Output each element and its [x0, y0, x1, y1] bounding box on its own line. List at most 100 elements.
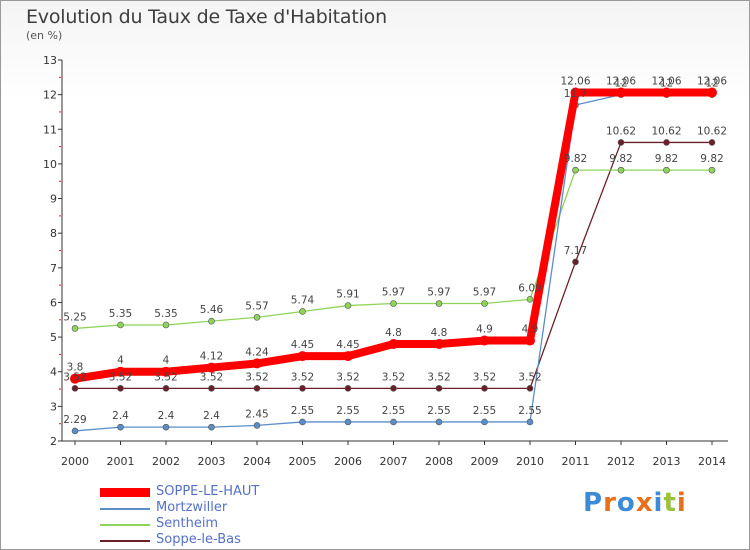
data-point [390, 300, 397, 307]
y-tick-label: 12 [43, 89, 57, 102]
data-label: 3.52 [63, 371, 86, 383]
data-label: 5.46 [200, 304, 224, 316]
data-label: 12 [660, 78, 673, 90]
data-label: 4.24 [245, 346, 269, 358]
x-tick-label: 2003 [198, 455, 226, 468]
logo-letter: P [583, 488, 604, 518]
data-point [526, 418, 534, 426]
legend-label-soppe-le-haut: SOPPE-LE-HAUT [156, 484, 260, 499]
data-point [208, 317, 215, 325]
legend-item-soppe-le-haut[interactable]: SOPPE-LE-HAUT [100, 484, 340, 501]
legend-label-mortzwiller: Mortzwiller [156, 500, 228, 515]
data-point [70, 373, 80, 384]
y-tick-label: 11 [43, 123, 57, 136]
data-point [71, 385, 79, 392]
data-point [390, 385, 397, 392]
x-tick-label: 2009 [471, 455, 499, 468]
x-tick-label: 2007 [380, 455, 408, 468]
data-label: 3.52 [245, 371, 268, 383]
data-label: 12.06 [697, 76, 727, 88]
data-label: 5.91 [336, 289, 359, 301]
x-tick-label: 2010 [516, 455, 544, 468]
chart-subtitle: (en %) [26, 29, 63, 42]
data-point [161, 366, 171, 377]
data-label: 2.55 [518, 405, 541, 417]
y-tick-label: 7 [50, 262, 57, 275]
x-tick-label: 2004 [243, 455, 271, 468]
logo-letter: t [663, 488, 677, 518]
data-point [162, 321, 170, 329]
data-point [388, 339, 399, 350]
data-label: 4 [117, 355, 124, 367]
y-tick-label: 10 [43, 158, 57, 171]
y-tick-label: 3 [50, 400, 57, 413]
data-label: 3.52 [109, 371, 132, 383]
data-label: 2.45 [245, 408, 268, 420]
data-label: 12.06 [560, 76, 590, 88]
data-point [344, 385, 352, 392]
data-label: 12 [614, 78, 627, 90]
data-label: 2.55 [473, 405, 496, 417]
data-label: 12.06 [651, 76, 681, 88]
data-point [570, 87, 581, 98]
y-tick-label: 4 [50, 366, 57, 379]
data-point [206, 362, 217, 373]
data-point [71, 325, 79, 332]
data-point [162, 385, 170, 392]
data-point [481, 300, 488, 307]
data-label: 5.97 [473, 286, 496, 298]
data-label: 6.09 [518, 282, 541, 294]
data-point [297, 351, 308, 362]
data-point [252, 358, 262, 369]
data-point [481, 418, 488, 426]
y-tick-label: 13 [43, 54, 57, 67]
data-point [435, 385, 443, 392]
legend-item-soppe-le-bas[interactable]: Soppe-le-Bas [100, 532, 340, 549]
legend-swatch-soppe-le-bas [100, 540, 150, 542]
data-label: 5.97 [382, 286, 405, 298]
data-label: 3.52 [291, 371, 314, 383]
legend-item-sentheim[interactable]: Sentheim [100, 516, 340, 533]
data-point [253, 314, 261, 321]
data-point [208, 385, 215, 392]
data-label: 4.45 [336, 339, 359, 351]
data-point [299, 385, 306, 392]
data-label: 2.4 [158, 410, 175, 422]
data-point [253, 385, 261, 392]
data-point [481, 385, 488, 392]
data-point [115, 366, 126, 377]
data-label: 7.17 [564, 245, 587, 257]
data-point [526, 385, 534, 392]
logo-letter: i [653, 488, 664, 518]
x-tick-label: 2001 [107, 455, 135, 468]
legend-label-soppe-le-bas: Soppe-le-Bas [156, 532, 241, 547]
y-tick-label: 9 [50, 193, 57, 206]
logo-letter: i [676, 488, 687, 518]
data-point [663, 166, 670, 174]
data-label: 9.82 [655, 153, 678, 165]
data-label: 3.52 [382, 371, 405, 383]
data-label: 2.55 [336, 405, 359, 417]
data-point [526, 296, 534, 303]
data-label: 3.8 [67, 362, 84, 374]
logo-letter: x [635, 488, 654, 518]
data-label: 4.8 [385, 327, 402, 339]
data-point [344, 418, 352, 426]
data-label: 2.29 [63, 414, 86, 426]
x-tick-label: 2013 [653, 455, 681, 468]
logo-letter: r [603, 488, 617, 518]
x-tick-label: 2002 [152, 455, 180, 468]
data-point [162, 423, 170, 431]
data-label: 3.52 [473, 371, 496, 383]
x-tick-label: 2000 [61, 455, 89, 468]
data-point [572, 258, 579, 266]
x-tick-label: 2014 [698, 455, 726, 468]
legend-item-mortzwiller[interactable]: Mortzwiller [100, 500, 340, 517]
legend-swatch-mortzwiller [100, 508, 150, 510]
data-point [344, 302, 352, 309]
data-point [343, 351, 353, 362]
logo-letter: o [616, 488, 636, 518]
data-point [117, 321, 124, 329]
proxiti-logo: Proxiti [583, 488, 687, 518]
